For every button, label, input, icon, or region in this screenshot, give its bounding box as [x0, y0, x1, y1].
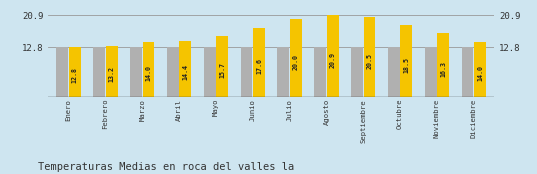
- Text: 20.0: 20.0: [293, 54, 299, 70]
- Bar: [216, 36, 228, 97]
- Text: Temperaturas Medias en roca del valles la: Temperaturas Medias en roca del valles l…: [38, 162, 294, 172]
- Bar: [167, 47, 179, 97]
- Text: 18.5: 18.5: [403, 57, 409, 73]
- Bar: [93, 47, 105, 97]
- Bar: [401, 25, 412, 97]
- Text: 14.4: 14.4: [183, 64, 188, 80]
- Text: 20.5: 20.5: [367, 53, 373, 69]
- Bar: [290, 19, 302, 97]
- Text: 20.9: 20.9: [330, 52, 336, 68]
- Bar: [69, 47, 81, 97]
- Bar: [204, 47, 215, 97]
- Text: 15.7: 15.7: [219, 62, 225, 78]
- Bar: [130, 47, 142, 97]
- Text: 16.3: 16.3: [440, 61, 446, 77]
- Text: 14.0: 14.0: [477, 65, 483, 81]
- Bar: [425, 47, 437, 97]
- Text: 17.6: 17.6: [256, 58, 262, 74]
- Text: 12.8: 12.8: [72, 67, 78, 83]
- Bar: [253, 28, 265, 97]
- Bar: [241, 47, 252, 97]
- Bar: [106, 46, 118, 97]
- Bar: [388, 47, 400, 97]
- Bar: [56, 47, 68, 97]
- Bar: [179, 41, 191, 97]
- Bar: [437, 33, 449, 97]
- Bar: [364, 17, 375, 97]
- Text: 13.2: 13.2: [108, 66, 115, 82]
- Bar: [143, 42, 155, 97]
- Bar: [351, 47, 363, 97]
- Bar: [278, 47, 289, 97]
- Text: 14.0: 14.0: [146, 65, 151, 81]
- Bar: [314, 47, 326, 97]
- Bar: [462, 47, 474, 97]
- Bar: [327, 15, 339, 97]
- Bar: [474, 42, 486, 97]
